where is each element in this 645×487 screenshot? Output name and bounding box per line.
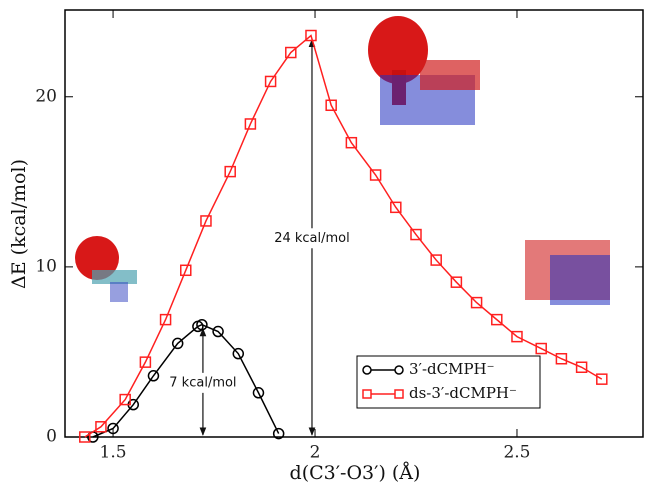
y-tick-label: 10: [35, 256, 57, 276]
x-tick-label: 2: [310, 443, 321, 463]
x-tick-label: 1.5: [100, 443, 127, 463]
legend-marker: [395, 366, 403, 374]
legend-marker: [395, 390, 403, 398]
legend-label: ds-3′-dCMPH⁻: [409, 384, 517, 402]
molecule-images: [75, 16, 610, 305]
x-tick-label: 2.5: [503, 443, 530, 463]
legend-marker: [363, 390, 371, 398]
legend-marker: [363, 366, 371, 374]
annotation: 7 kcal/mol: [169, 375, 236, 390]
legend-label: 3′-dCMPH⁻: [409, 360, 495, 378]
y-tick-label: 0: [46, 427, 57, 447]
y-tick-label: 20: [35, 86, 57, 106]
chart: d(C3′-O3′) (Å) ΔE (kcal/mol) 1.5 2 2.5 0 10 2…: [0, 0, 645, 487]
y-axis-label: ΔE (kcal/mol): [8, 159, 30, 289]
x-axis-label: d(C3′-O3′) (Å): [290, 462, 421, 484]
annotation: 24 kcal/mol: [274, 231, 350, 246]
